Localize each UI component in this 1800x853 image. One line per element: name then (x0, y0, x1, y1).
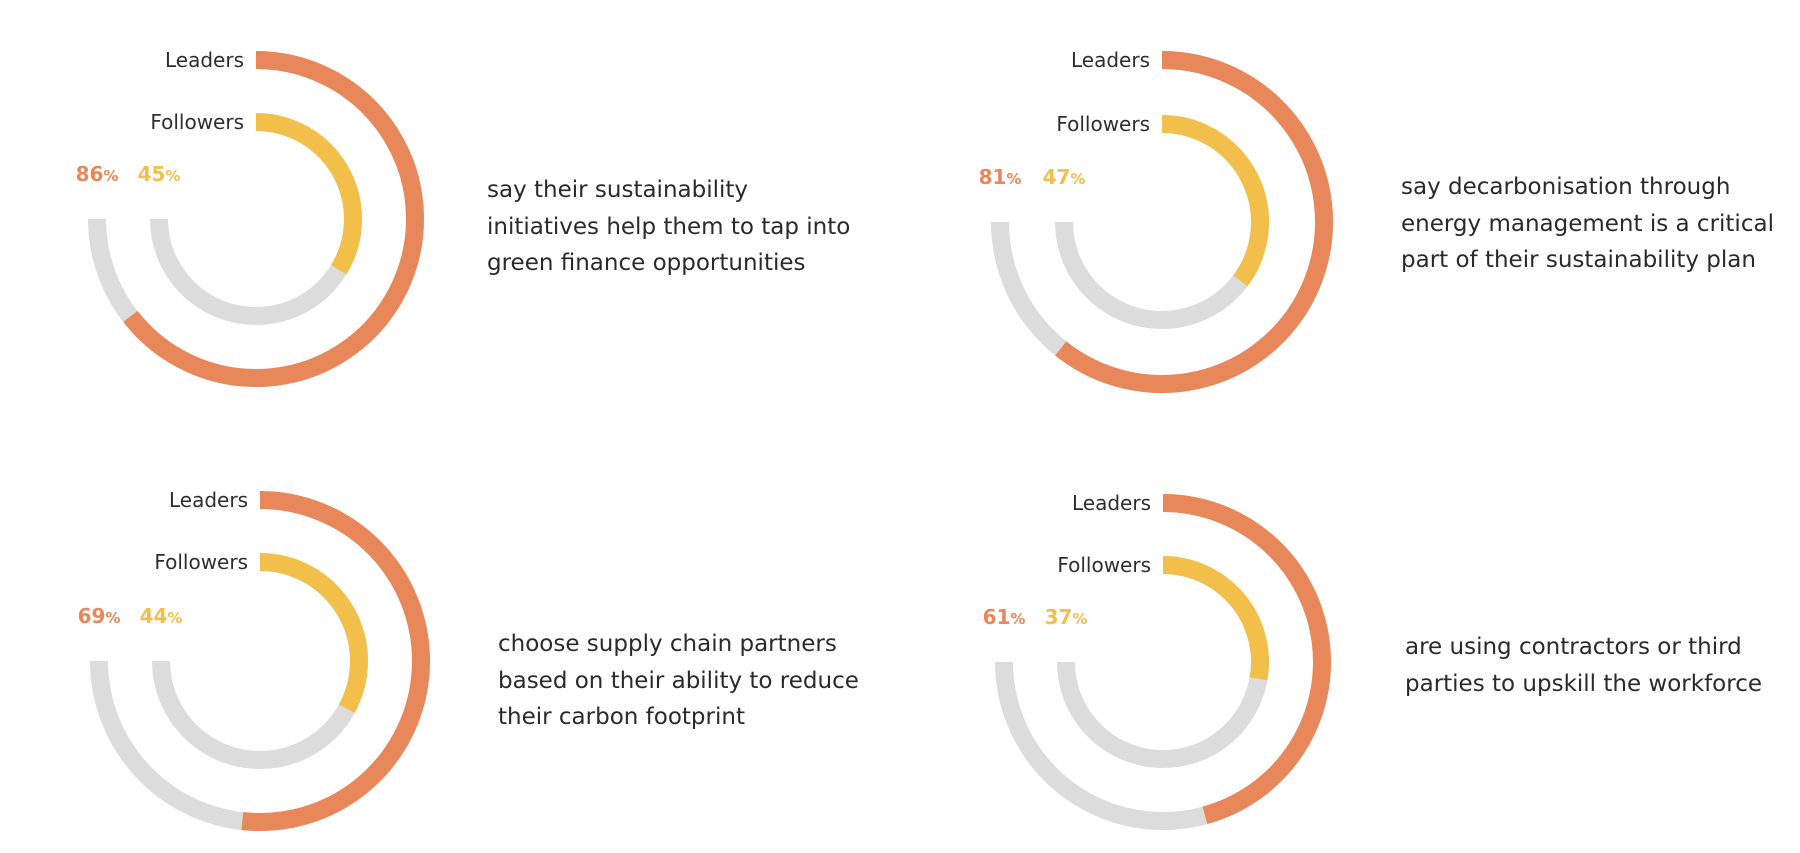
leaders-arc (241, 491, 430, 831)
followers-arc (259, 553, 368, 714)
chart-description: choose supply chain partners based on th… (498, 631, 859, 730)
chart-description: say decarbonisation through energy manag… (1401, 174, 1774, 273)
leaders-value: 81% (979, 165, 1022, 189)
followers-value: 37% (1045, 605, 1088, 629)
radial-chart: Leaders 69% Followers 44% (78, 488, 430, 831)
leaders-label: Leaders (1072, 491, 1151, 515)
radial-chart: Leaders 81% Followers 47% (979, 48, 1333, 393)
radial-chart: Leaders 86% Followers 45% (76, 48, 425, 387)
chart-description: are using contractors or third parties t… (1405, 634, 1762, 697)
followers-value: 47% (1043, 165, 1086, 189)
leaders-label: Leaders (169, 488, 248, 512)
leaders-label: Leaders (1071, 48, 1150, 72)
leaders-arc (123, 51, 425, 387)
followers-value: 45% (138, 162, 181, 186)
followers-value: 44% (140, 604, 183, 628)
followers-arc (255, 113, 362, 275)
leaders-value: 69% (78, 604, 121, 628)
leaders-arc (1162, 494, 1331, 825)
leaders-value: 86% (76, 162, 119, 186)
leaders-arc (1055, 51, 1333, 393)
followers-label: Followers (150, 110, 244, 134)
leaders-label: Leaders (165, 48, 244, 72)
leaders-value: 61% (983, 605, 1026, 629)
followers-arc (1162, 556, 1269, 681)
radial-chart: Leaders 61% Followers 37% (983, 491, 1331, 830)
followers-label: Followers (154, 550, 248, 574)
followers-label: Followers (1056, 112, 1150, 136)
followers-label: Followers (1057, 553, 1151, 577)
followers-arc (1161, 115, 1269, 287)
chart-description: say their sustainability initiatives hel… (487, 177, 851, 276)
